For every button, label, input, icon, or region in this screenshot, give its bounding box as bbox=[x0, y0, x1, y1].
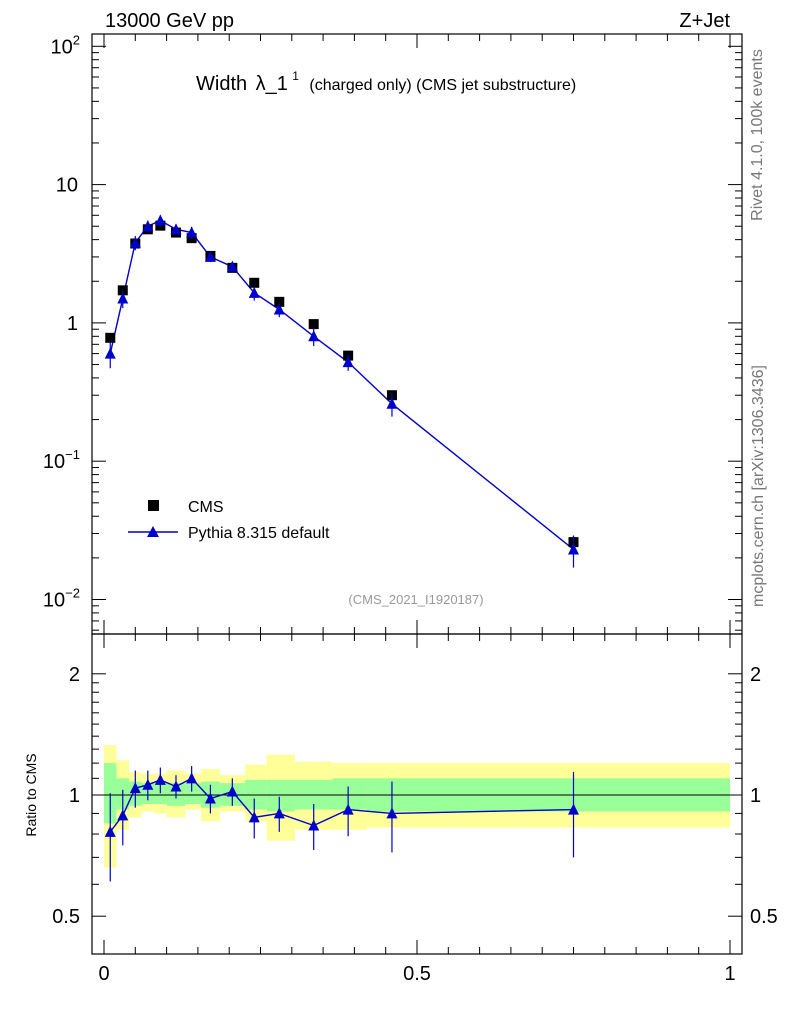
cms-point bbox=[105, 332, 116, 343]
ratio-inner-band bbox=[154, 783, 167, 804]
ratio-mc-point bbox=[273, 807, 285, 819]
mc-point bbox=[386, 397, 398, 409]
ratio-y-tick-label-left: 0.5 bbox=[52, 906, 80, 928]
mc-point bbox=[204, 250, 216, 262]
mc-point bbox=[117, 292, 129, 304]
ratio-axis-ticks bbox=[92, 634, 742, 954]
title-main: Width bbox=[196, 73, 247, 95]
ratio-x-tick-labels: 0 0.5 1 bbox=[98, 963, 735, 985]
mc-point bbox=[186, 226, 198, 238]
ratio-y-tick-label-left: 2 bbox=[69, 664, 80, 686]
legend-cms-label: CMS bbox=[188, 499, 224, 516]
ratio-mc-point bbox=[104, 825, 116, 837]
ratio-mc-point bbox=[204, 792, 216, 804]
main-y-tick-label: 10−1 bbox=[43, 447, 80, 473]
ratio-panel: 0.5 0.51 12 2 0 0.5 1 Ratio to CMS bbox=[23, 633, 778, 985]
mc-point bbox=[308, 330, 320, 342]
ratio-mc-point bbox=[129, 782, 141, 794]
main-title: Width λ_1 1 (charged only) (CMS jet subs… bbox=[196, 67, 576, 95]
ratio-x-tick-label: 0.5 bbox=[403, 963, 431, 985]
main-y-tick-label: 1 bbox=[67, 313, 78, 335]
rivet-version-label: Rivet 4.1.0, 100k events bbox=[749, 49, 766, 221]
mc-line bbox=[109, 219, 574, 551]
ratio-y-tick-label-right: 0.5 bbox=[750, 906, 778, 928]
process-label: Z+Jet bbox=[679, 10, 730, 32]
main-y-tick-label: 10−2 bbox=[43, 586, 80, 612]
cms-point bbox=[274, 296, 285, 307]
ratio-y-tick-label-right: 1 bbox=[750, 785, 761, 807]
mc-point bbox=[273, 303, 285, 315]
energy-label: 13000 GeV pp bbox=[105, 10, 234, 32]
cms-point bbox=[308, 319, 319, 330]
mc-point bbox=[142, 220, 154, 232]
ratio-mc-points bbox=[104, 766, 579, 882]
ratio-mc-point bbox=[226, 785, 238, 797]
main-y-tick-label: 10 bbox=[56, 175, 78, 197]
ratio-mc-point bbox=[154, 773, 166, 785]
mc-point bbox=[154, 214, 166, 226]
legend: CMS Pythia 8.315 default bbox=[128, 499, 330, 542]
mc-point bbox=[342, 356, 354, 368]
mc-point bbox=[129, 236, 141, 248]
ratio-mc-point bbox=[342, 803, 354, 815]
main-panel-frame bbox=[91, 33, 743, 635]
ratio-mc-point bbox=[308, 819, 320, 831]
ratio-mc-point bbox=[186, 772, 198, 784]
ratio-x-tick-label: 1 bbox=[724, 963, 735, 985]
main-y-tick-labels: 10−2 10−1 1 10 102 bbox=[43, 32, 80, 611]
ratio-inner-band bbox=[332, 778, 367, 810]
main-axis-ticks bbox=[92, 34, 742, 634]
ratio-mc-point bbox=[170, 780, 182, 792]
ratio-y-tick-label-left: 1 bbox=[69, 785, 80, 807]
title-lambda: λ_1 bbox=[256, 73, 288, 95]
legend-mc-marker bbox=[147, 526, 159, 537]
title-rest: (charged only) (CMS jet substructure) bbox=[309, 77, 576, 94]
mc-point bbox=[170, 223, 182, 235]
title-sup: 1 bbox=[292, 69, 299, 83]
ratio-y-tick-label-right: 2 bbox=[750, 664, 761, 686]
legend-cms-marker bbox=[148, 500, 159, 511]
ratio-mc-point bbox=[142, 778, 154, 790]
main-y-tick-label: 102 bbox=[51, 32, 80, 58]
analysis-id: (CMS_2021_I1920187) bbox=[348, 592, 483, 607]
mc-point bbox=[226, 260, 238, 272]
mc-point bbox=[248, 286, 260, 298]
mc-point bbox=[568, 543, 579, 555]
main-panel: Width λ_1 1 (charged only) (CMS jet subs… bbox=[43, 32, 743, 635]
legend-mc-label: Pythia 8.315 default bbox=[188, 525, 330, 542]
ratio-y-axis-label: Ratio to CMS bbox=[23, 753, 39, 836]
mc-points bbox=[104, 214, 579, 568]
data-points bbox=[105, 220, 579, 550]
ratio-x-tick-label: 0 bbox=[98, 963, 109, 985]
ratio-inner-band bbox=[266, 779, 295, 812]
cms-point bbox=[249, 277, 260, 288]
ratio-mc-point bbox=[386, 807, 398, 819]
ratio-inner-band bbox=[185, 783, 202, 804]
ratio-mc-point bbox=[568, 803, 579, 815]
ratio-mc-point bbox=[117, 809, 129, 821]
ratio-uncertainty-bands bbox=[104, 745, 730, 868]
ratio-y-tick-labels: 0.5 0.5 1 1 2 2 bbox=[52, 664, 778, 928]
mc-series-line bbox=[109, 219, 574, 551]
mc-point bbox=[104, 347, 116, 359]
ratio-mc-point bbox=[248, 811, 260, 823]
mcplots-label: mcplots.cern.ch [arXiv:1306.3436] bbox=[750, 365, 767, 607]
